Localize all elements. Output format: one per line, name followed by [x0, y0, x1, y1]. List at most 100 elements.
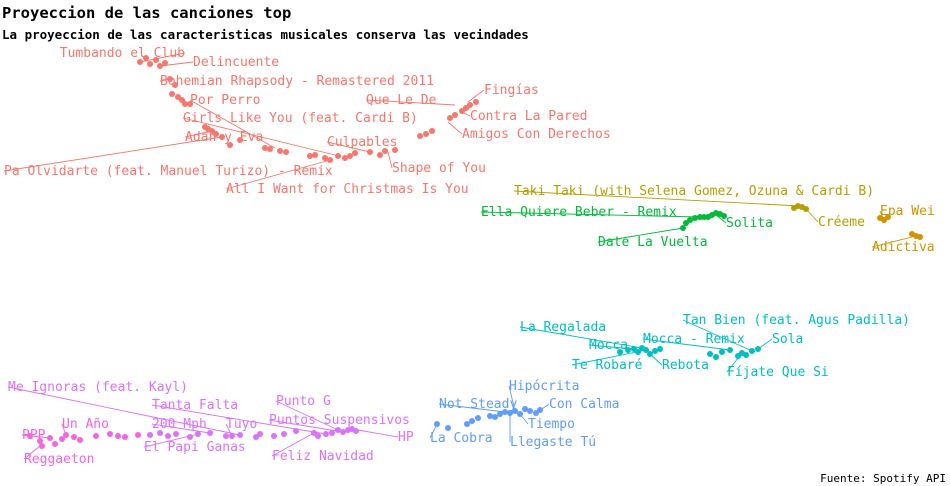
point-label: Date La Vuelta: [598, 235, 708, 250]
data-point: [27, 433, 33, 439]
data-point: [335, 153, 341, 159]
data-point: [749, 348, 755, 354]
data-point: [721, 213, 727, 219]
point-label: Puntos Suspensivos: [269, 413, 410, 428]
label-leader-line: [151, 423, 211, 434]
point-label: Tan Bien (feat. Agus Padilla): [683, 313, 910, 328]
point-label: Adictiva: [872, 240, 935, 255]
data-point: [434, 421, 440, 427]
label-leader-line: [189, 99, 276, 149]
data-point: [487, 413, 493, 419]
data-point: [417, 133, 423, 139]
data-point: [680, 225, 686, 231]
data-point: [281, 431, 287, 437]
data-point: [167, 76, 173, 82]
data-point: [219, 134, 225, 140]
data-point: [173, 431, 179, 437]
label-leader-line: [642, 338, 731, 351]
point-label: Tuyo: [226, 417, 257, 432]
leader-lines: [3, 52, 917, 460]
data-point: [283, 149, 289, 155]
data-point: [917, 234, 923, 240]
data-point: [707, 351, 713, 357]
data-point: [452, 112, 458, 118]
data-point: [447, 115, 453, 121]
data-point: [692, 215, 698, 221]
data-point: [107, 431, 113, 437]
data-point: [423, 131, 429, 137]
data-point: [467, 102, 473, 108]
point-label: El Papi Ganas: [144, 440, 246, 455]
label-leader-line: [447, 121, 463, 135]
data-points: [27, 55, 923, 449]
point-label: Tumbando el Club: [60, 46, 185, 61]
data-point: [473, 99, 479, 105]
data-point: [213, 131, 219, 137]
data-point: [392, 147, 398, 153]
data-point: [271, 433, 277, 439]
label-leader-line: [597, 227, 684, 243]
data-point: [115, 433, 121, 439]
data-point: [527, 408, 533, 414]
point-label: Que Le De: [366, 93, 437, 108]
point-label: Amigos Con Derechos: [462, 127, 611, 142]
label-leader-line: [871, 235, 917, 248]
label-leader-line: [513, 190, 801, 207]
data-point: [93, 433, 99, 439]
chart-subtitle: La proyeccion de las caracteristicas mus…: [2, 27, 529, 42]
label-leader-line: [438, 403, 506, 413]
data-point: [312, 152, 318, 158]
data-point: [187, 101, 193, 107]
data-point: [367, 149, 373, 155]
data-point: [323, 431, 329, 437]
data-point: [469, 418, 475, 424]
point-label: Fíjate Que Si: [727, 365, 829, 380]
data-point: [153, 57, 159, 63]
point-label: Te Robaré: [572, 358, 643, 373]
label-leader-line: [467, 89, 485, 103]
point-label: Feliz Navidad: [272, 449, 374, 464]
point-label: Bohemian Rhapsody - Remastered 2011: [160, 74, 434, 89]
data-point: [165, 433, 171, 439]
point-label: Llegaste Tú: [510, 435, 596, 450]
data-point: [322, 155, 328, 161]
data-point: [719, 349, 725, 355]
data-point: [237, 137, 243, 143]
label-leader-line: [682, 319, 753, 352]
point-label: Fingías: [484, 83, 539, 98]
data-point: [377, 152, 383, 158]
data-point: [63, 432, 69, 438]
data-point: [755, 346, 761, 352]
label-leader-line: [715, 214, 727, 224]
point-label: Hipócrita: [509, 379, 579, 394]
data-point: [147, 61, 153, 67]
data-point: [47, 435, 53, 441]
data-point: [187, 434, 193, 440]
data-point: [617, 349, 623, 355]
data-point: [37, 438, 43, 444]
data-point: [497, 411, 503, 417]
data-point: [307, 153, 313, 159]
point-label: Shape of You: [392, 161, 486, 176]
data-point: [77, 437, 83, 443]
point-label: Girls Like You (feat. Cardi B): [183, 111, 418, 126]
point-label: PPP: [22, 428, 46, 443]
data-point: [182, 101, 188, 107]
data-point: [277, 148, 283, 154]
data-point: [347, 153, 353, 159]
data-point: [492, 414, 498, 420]
point-labels: Tumbando el Club Delincuente Bohemian Rhap…: [4, 46, 935, 467]
point-label: Ella Quiere Beber - Remix: [481, 205, 677, 220]
chart-caption: Fuente: Spotify API: [820, 472, 946, 485]
data-point: [342, 155, 348, 161]
point-label: Tanta Falta: [152, 398, 238, 413]
point-label: Un Año: [62, 417, 109, 432]
data-point: [227, 142, 233, 148]
label-leader-line: [365, 99, 456, 106]
data-point: [803, 206, 809, 212]
data-point: [122, 434, 128, 440]
label-leader-line: [21, 434, 51, 439]
label-leader-line: [326, 141, 371, 153]
data-point: [257, 431, 263, 437]
